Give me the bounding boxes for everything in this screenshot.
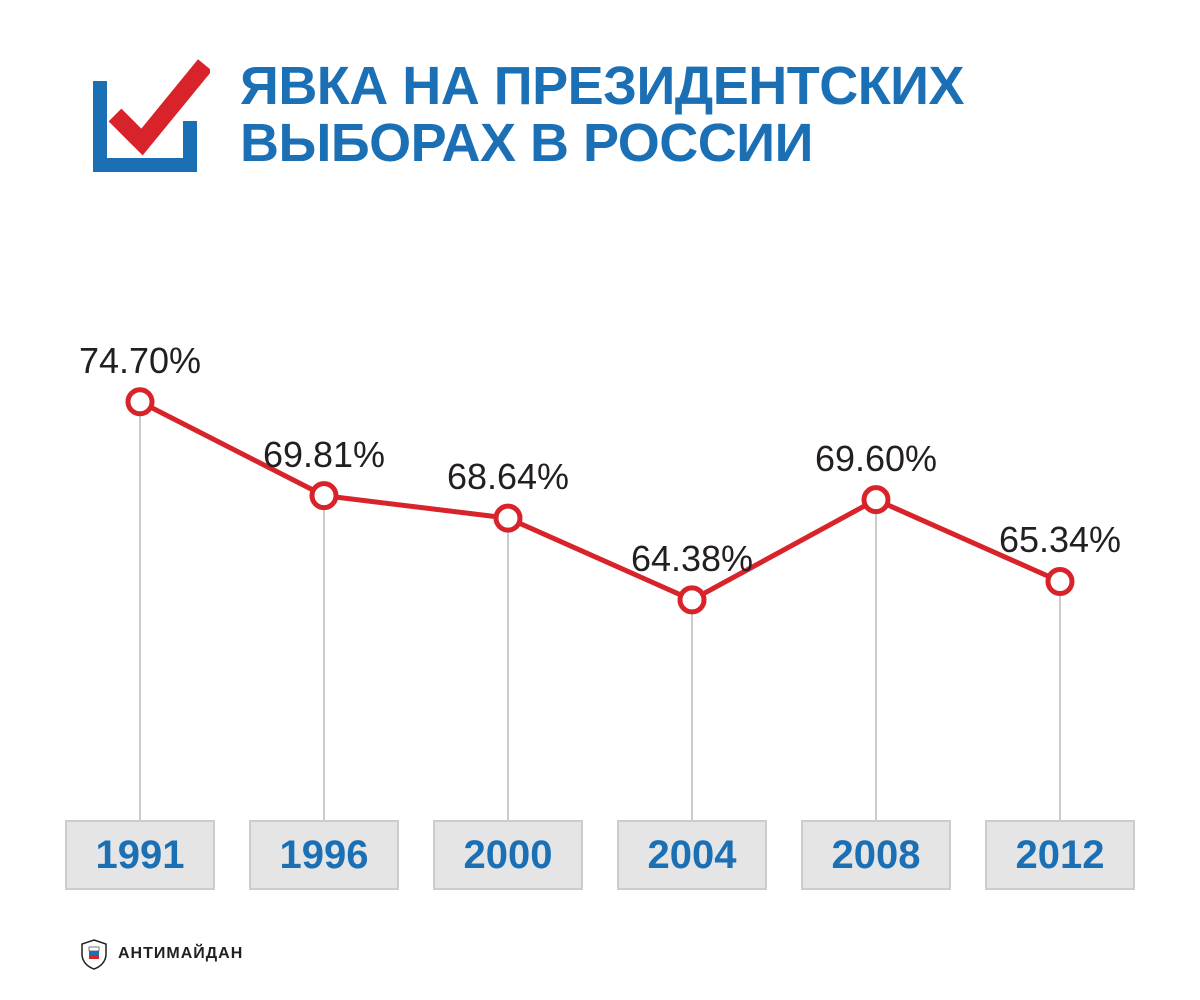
- year-box: 1996: [249, 820, 399, 890]
- year-box: 2000: [433, 820, 583, 890]
- footer-logo-icon: [80, 938, 108, 970]
- data-point-label: 64.38%: [631, 538, 753, 580]
- year-box: 2004: [617, 820, 767, 890]
- data-point-label: 74.70%: [79, 340, 201, 382]
- footer: АНТИМАЙДАН: [80, 938, 243, 970]
- data-point-label: 69.60%: [815, 438, 937, 480]
- year-box: 2012: [985, 820, 1135, 890]
- year-box: 1991: [65, 820, 215, 890]
- page-title: ЯВКА НА ПРЕЗИДЕНТСКИХВЫБОРАХ В РОССИИ: [240, 58, 964, 171]
- turnout-chart: 74.70%199169.81%199668.64%200064.38%2004…: [80, 240, 1120, 890]
- data-point-label: 69.81%: [263, 434, 385, 476]
- data-point-label: 65.34%: [999, 519, 1121, 561]
- footer-label: АНТИМАЙДАН: [118, 945, 243, 963]
- chart-svg: [80, 240, 1120, 890]
- data-point-label: 68.64%: [447, 456, 569, 498]
- checkbox-icon: [80, 50, 210, 180]
- year-box: 2008: [801, 820, 951, 890]
